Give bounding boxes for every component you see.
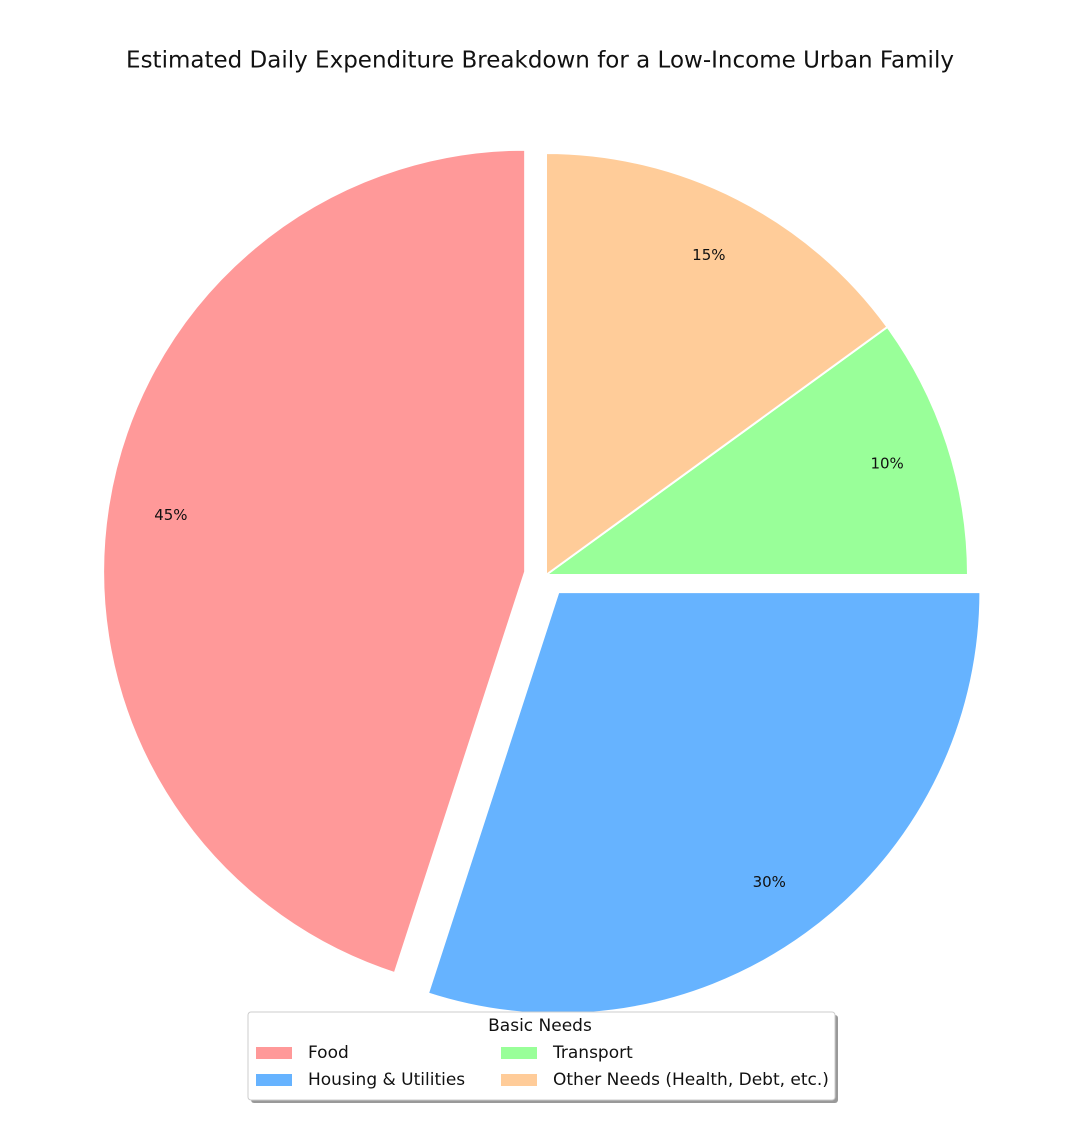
pie-slice (542, 325, 970, 576)
slice-label: 10% (870, 455, 903, 473)
legend-label: Housing & Utilities (308, 1070, 465, 1090)
pie-slice (545, 151, 889, 577)
legend-swatch (256, 1074, 292, 1086)
pie-slice (102, 148, 527, 975)
chart-title: Estimated Daily Expenditure Breakdown fo… (126, 48, 954, 74)
legend-label: Food (308, 1043, 349, 1063)
slice-label: 15% (692, 246, 725, 264)
legend-box (247, 1011, 836, 1101)
legend-label: Transport (552, 1043, 633, 1063)
slice-label: 30% (753, 873, 786, 891)
legend-swatch (501, 1047, 537, 1059)
legend: Basic Needs Food Housing & Utilities Transp… (247, 1011, 838, 1103)
legend-swatch (501, 1074, 537, 1086)
legend-title: Basic Needs (488, 1016, 592, 1036)
legend-label: Other Needs (Health, Debt, etc.) (553, 1070, 829, 1090)
legend-swatch (256, 1047, 292, 1059)
slice-label: 45% (154, 506, 187, 524)
